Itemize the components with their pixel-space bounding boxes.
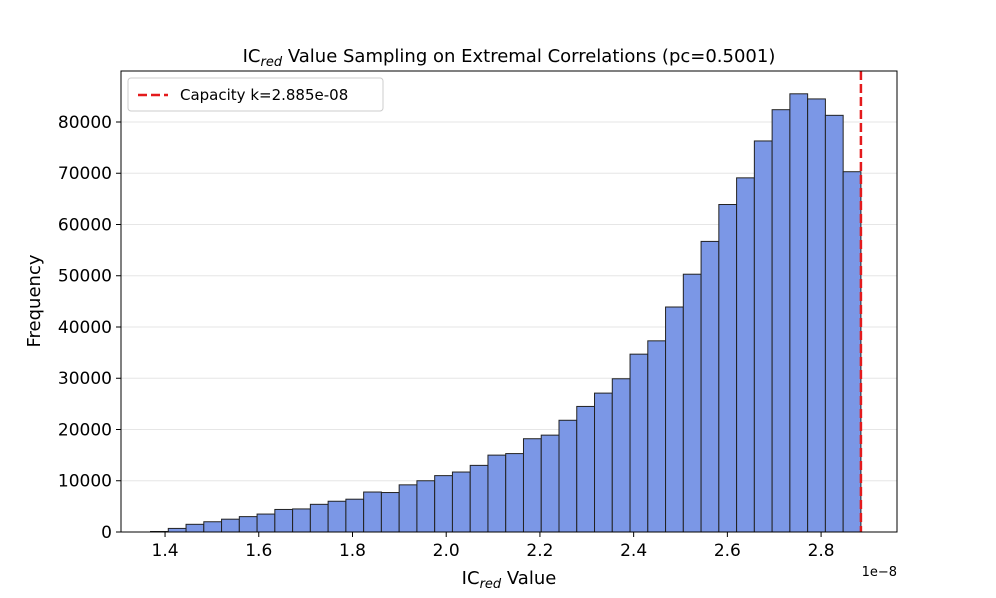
y-tick-label: 80000 [58,113,112,133]
x-tick-label: 2.4 [620,541,647,561]
x-tick-label: 2.6 [714,541,741,561]
bar [682,273,702,533]
bar [540,434,560,533]
plot-frame [120,70,898,533]
y-tick-label: 30000 [58,369,112,389]
y-tick-label: 0 [101,523,112,543]
x-axis-label: ICred Value [462,568,557,592]
x-tick-label: 1.8 [339,541,366,561]
y-tick-label: 50000 [58,267,112,287]
bar [345,498,365,533]
bar [647,340,667,533]
legend-box [127,77,384,112]
bar [665,306,684,533]
bar [594,392,613,533]
bar [505,453,524,533]
x-tick-label: 1.6 [245,541,272,561]
bar [771,109,791,533]
y-tick-label: 60000 [58,215,112,235]
bar [558,419,578,533]
bar [629,353,649,533]
bar [416,480,436,533]
bar [434,475,453,533]
bar [736,177,755,533]
xlabel-main: IC [462,568,480,589]
bar [842,171,862,533]
bar [292,508,311,533]
title-rest: Value Sampling on Extremal Correlations … [282,46,775,67]
y-axis-label: Frequency [24,254,45,347]
bar [576,405,596,533]
xlabel-sub: red [480,577,502,592]
title-sub: red [261,55,283,70]
bar [309,503,329,533]
bar [789,93,809,533]
y-tick-label: 20000 [58,420,112,440]
bar [327,500,347,533]
bar [824,114,844,533]
y-tick-label: 40000 [58,318,112,338]
bar [700,240,720,533]
bar [611,378,631,533]
x-tick-label: 2.2 [526,541,553,561]
bar [469,464,489,533]
bar [238,516,258,533]
bar [185,523,205,533]
bar [398,484,418,533]
chart-title: ICred Value Sampling on Extremal Correla… [243,46,776,70]
x-tick-label: 2.8 [808,541,835,561]
bar [221,518,240,533]
title-main: IC [243,46,261,67]
x-offset-label: 1e−8 [862,565,897,580]
bar [522,438,542,533]
bar [167,527,187,533]
legend-label: Capacity k=2.885e-08 [180,86,348,104]
xlabel-rest: Value [501,568,556,589]
x-tick-label: 1.4 [152,541,179,561]
bar [451,471,471,533]
bar [256,513,276,533]
bar [753,140,773,533]
bar [380,492,400,533]
y-tick-label: 10000 [58,472,112,492]
x-tick-label: 2.0 [433,541,460,561]
bar [274,508,294,533]
bar [203,521,223,533]
bar [363,491,382,533]
y-tick-label: 70000 [58,164,112,184]
bar [487,454,507,533]
bar [718,204,738,533]
bar [807,98,826,533]
